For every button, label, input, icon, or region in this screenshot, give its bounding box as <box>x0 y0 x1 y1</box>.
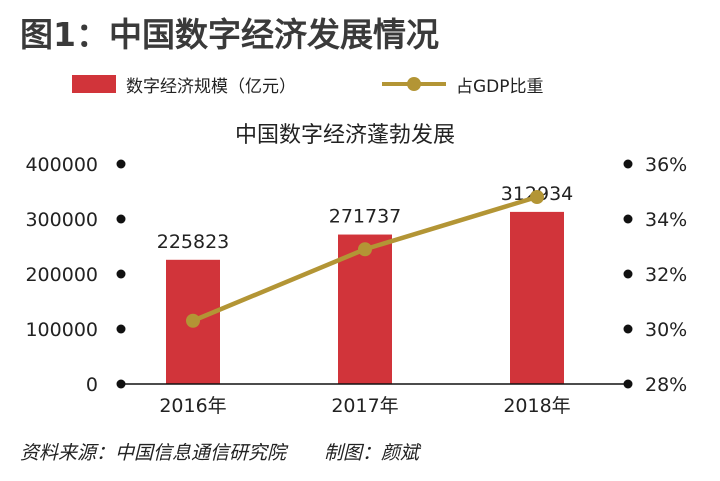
credit-text: 制图：颜斌 <box>324 442 420 464</box>
left-axis-tick-mark <box>116 379 126 389</box>
line-point <box>186 313 200 328</box>
left-axis-tick-label: 300000 <box>25 209 98 231</box>
line-layer <box>186 190 544 328</box>
left-axis-tick-mark <box>116 214 126 224</box>
source-text: 资料来源：中国信息通信研究院 <box>20 442 287 464</box>
right-axis-tick-label: 28% <box>645 374 687 396</box>
right-axis-tick-mark <box>623 269 633 279</box>
right-axis-tick-label: 30% <box>645 319 687 341</box>
legend-item-line: 占GDP比重 <box>382 72 544 97</box>
right-axis-tick-mark <box>623 324 633 334</box>
right-axis-tick-label: 36% <box>645 154 687 176</box>
bar <box>510 211 564 384</box>
bar-data-label: 225823 <box>157 231 230 253</box>
bars-layer: 225823271737312934 <box>157 183 573 384</box>
bar-data-label: 271737 <box>329 206 402 228</box>
right-axis-tick-mark <box>623 214 633 224</box>
legend-swatch-bar <box>72 75 116 93</box>
left-axis-tick-mark <box>116 269 126 279</box>
right-axis-tick-mark <box>623 159 633 169</box>
figure-title: 图1：中国数字经济发展情况 <box>20 15 439 54</box>
legend-line-marker <box>407 77 421 91</box>
right-axis-tick-label: 34% <box>645 209 687 231</box>
left-axis-tick-label: 200000 <box>25 264 98 286</box>
line-point <box>358 242 372 257</box>
legend: 数字经济规模（亿元） 占GDP比重 <box>72 72 632 97</box>
legend-swatch-line <box>382 75 446 93</box>
bar <box>338 234 392 384</box>
chart-title: 中国数字经济蓬勃发展 <box>235 123 455 148</box>
axes-layer: 0 100000 200000 300000 400000 28% 30% 32% 34% 36%… <box>25 154 687 417</box>
legend-label-bar: 数字经济规模（亿元） <box>126 76 296 97</box>
x-axis-tick-label: 2017年 <box>331 395 398 417</box>
left-axis-tick-mark <box>116 324 126 334</box>
left-axis-tick-label: 100000 <box>25 319 98 341</box>
legend-label-line: 占GDP比重 <box>456 76 544 97</box>
source-line: 资料来源：中国信息通信研究院 制图：颜斌 <box>20 438 419 465</box>
right-axis-tick-mark <box>623 379 633 389</box>
legend-item-bar: 数字经济规模（亿元） <box>72 72 296 97</box>
line-point <box>530 190 544 204</box>
left-axis-tick-label: 400000 <box>25 154 98 176</box>
x-axis-tick-label: 2018年 <box>503 395 570 417</box>
x-axis-tick-label: 2016年 <box>159 395 226 417</box>
left-axis-tick-mark <box>116 159 126 169</box>
right-axis-tick-label: 32% <box>645 264 687 286</box>
left-axis-tick-label: 0 <box>86 374 98 396</box>
